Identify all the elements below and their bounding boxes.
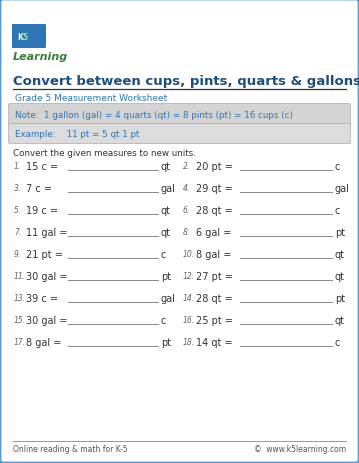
Text: K: K xyxy=(17,33,23,43)
Text: 2.: 2. xyxy=(183,162,190,171)
Text: Grade 5 Measurement Worksheet: Grade 5 Measurement Worksheet xyxy=(15,94,167,103)
Text: c: c xyxy=(335,337,340,347)
Text: qt: qt xyxy=(335,271,345,282)
Text: pt: pt xyxy=(161,337,171,347)
Text: gal: gal xyxy=(161,184,176,194)
Text: 3.: 3. xyxy=(14,184,21,193)
FancyBboxPatch shape xyxy=(12,25,46,49)
Text: 9.: 9. xyxy=(14,250,21,258)
FancyBboxPatch shape xyxy=(9,124,350,144)
Text: 8 gal =: 8 gal = xyxy=(26,337,61,347)
FancyBboxPatch shape xyxy=(9,104,350,125)
Text: 25 pt =: 25 pt = xyxy=(196,315,233,325)
Text: gal: gal xyxy=(335,184,350,194)
Text: 5.: 5. xyxy=(14,206,21,214)
Text: 4.: 4. xyxy=(183,184,190,193)
Text: 20 pt =: 20 pt = xyxy=(196,162,233,172)
Text: 11.: 11. xyxy=(14,271,26,281)
Text: Online reading & math for K-5: Online reading & math for K-5 xyxy=(13,444,128,453)
Text: qt: qt xyxy=(335,315,345,325)
Text: 13.: 13. xyxy=(14,294,26,302)
Text: qt: qt xyxy=(161,227,171,238)
Text: c: c xyxy=(161,315,166,325)
Text: Convert between cups, pints, quarts & gallons: Convert between cups, pints, quarts & ga… xyxy=(13,75,359,88)
Text: 12.: 12. xyxy=(183,271,195,281)
Text: 8.: 8. xyxy=(183,227,190,237)
Text: 16.: 16. xyxy=(183,315,195,324)
Text: pt: pt xyxy=(161,271,171,282)
Text: Note:  1 gallon (gal) = 4 quarts (qt) = 8 pints (pt) = 16 cups (c): Note: 1 gallon (gal) = 4 quarts (qt) = 8… xyxy=(15,110,293,119)
Text: qt: qt xyxy=(161,162,171,172)
Text: qt: qt xyxy=(161,206,171,216)
Text: ©  www.k5learning.com: © www.k5learning.com xyxy=(254,444,346,453)
Text: 10.: 10. xyxy=(183,250,195,258)
Text: 18.: 18. xyxy=(183,337,195,346)
Text: 15 c =: 15 c = xyxy=(26,162,58,172)
Text: 30 gal =: 30 gal = xyxy=(26,315,67,325)
Text: Convert the given measures to new units.: Convert the given measures to new units. xyxy=(13,149,196,158)
Text: Example:    11 pt = 5 qt 1 pt: Example: 11 pt = 5 qt 1 pt xyxy=(15,130,139,139)
Text: 11 gal =: 11 gal = xyxy=(26,227,67,238)
Text: 7.: 7. xyxy=(14,227,21,237)
Text: 29 qt =: 29 qt = xyxy=(196,184,233,194)
Text: 15.: 15. xyxy=(14,315,26,324)
Text: c: c xyxy=(335,206,340,216)
Text: 27 pt =: 27 pt = xyxy=(196,271,233,282)
Text: 17.: 17. xyxy=(14,337,26,346)
Text: 1.: 1. xyxy=(14,162,21,171)
Text: c: c xyxy=(161,250,166,259)
Text: pt: pt xyxy=(335,294,345,303)
Text: qt: qt xyxy=(335,250,345,259)
Text: 6 gal =: 6 gal = xyxy=(196,227,231,238)
Text: 30 gal =: 30 gal = xyxy=(26,271,67,282)
Text: Learning: Learning xyxy=(13,52,68,62)
Text: 7 c =: 7 c = xyxy=(26,184,52,194)
Text: 6.: 6. xyxy=(183,206,190,214)
Text: 5: 5 xyxy=(22,33,27,43)
Text: 14.: 14. xyxy=(183,294,195,302)
Text: gal: gal xyxy=(161,294,176,303)
Text: 21 pt =: 21 pt = xyxy=(26,250,63,259)
Text: 14 qt =: 14 qt = xyxy=(196,337,233,347)
Text: 8 gal =: 8 gal = xyxy=(196,250,231,259)
Text: 19 c =: 19 c = xyxy=(26,206,58,216)
Text: c: c xyxy=(335,162,340,172)
Text: pt: pt xyxy=(335,227,345,238)
Text: 28 qt =: 28 qt = xyxy=(196,294,233,303)
Text: 28 qt =: 28 qt = xyxy=(196,206,233,216)
Text: 39 c =: 39 c = xyxy=(26,294,58,303)
